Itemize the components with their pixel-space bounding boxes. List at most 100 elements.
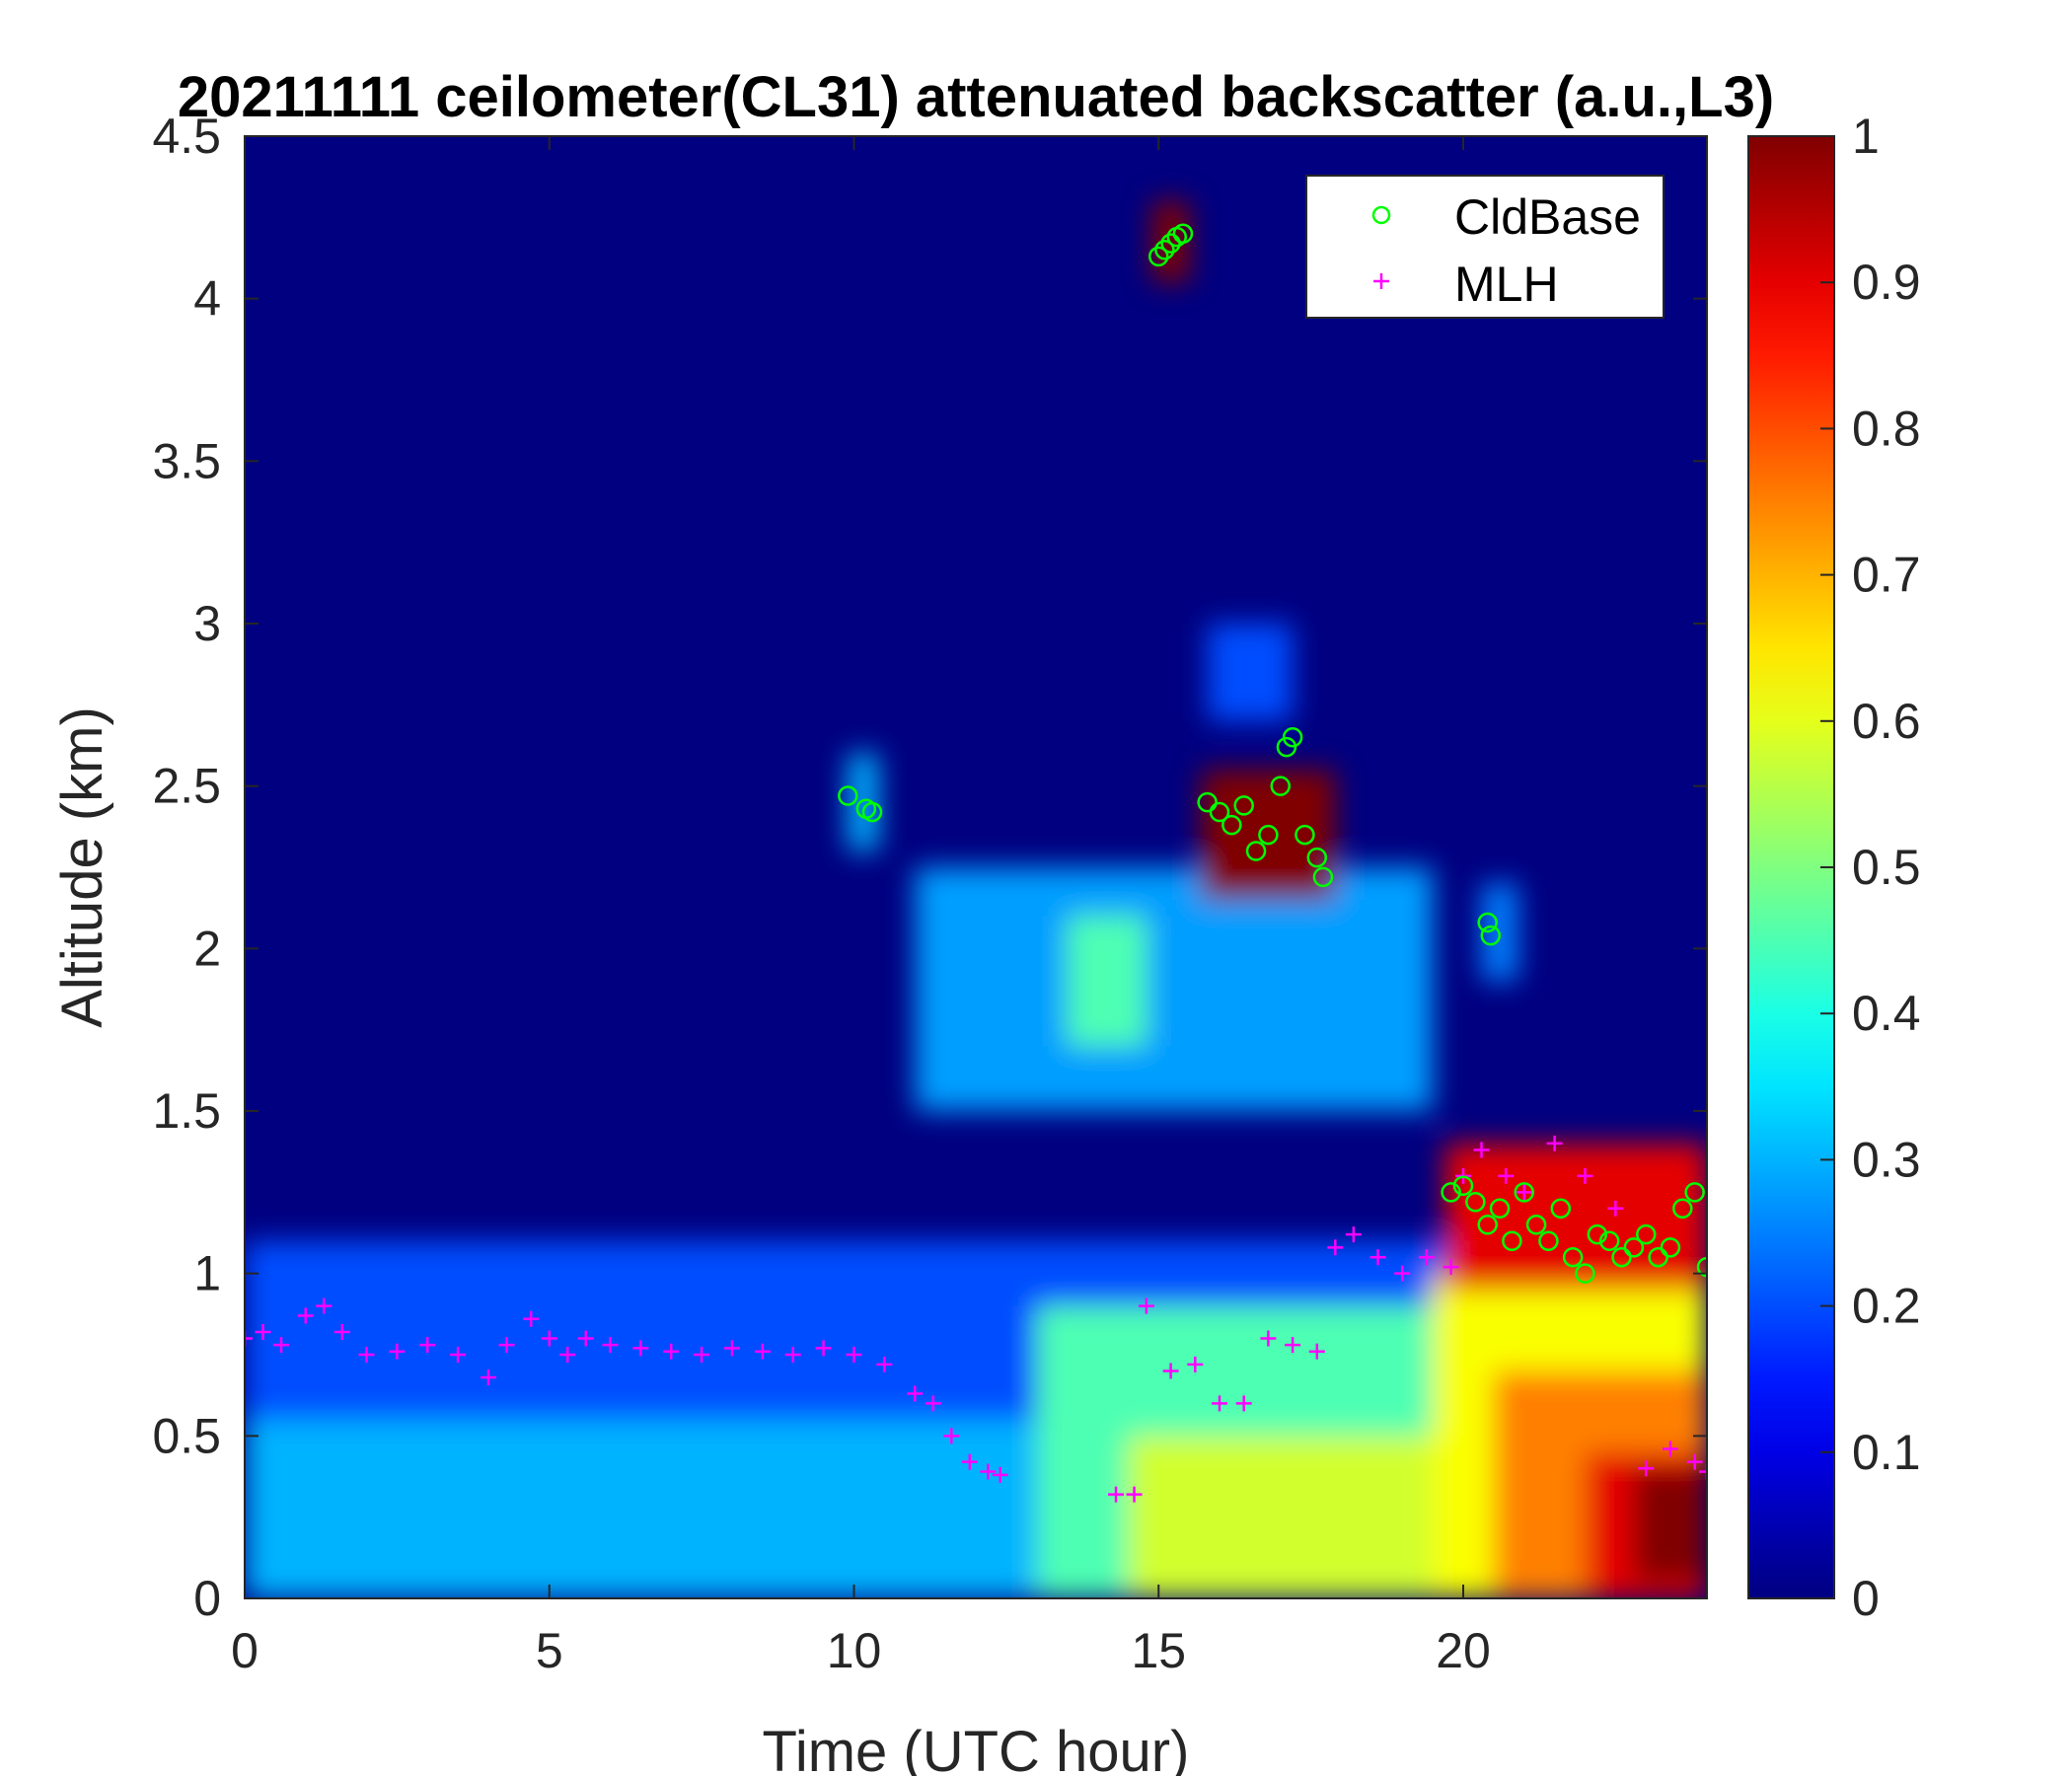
cldbase-point	[1441, 1182, 1461, 1203]
mlh-point	[273, 1337, 290, 1354]
backscatter-cell	[1207, 624, 1294, 721]
legend: CldBase MLH	[1305, 175, 1665, 319]
cldbase-point	[1623, 1237, 1645, 1258]
backscatter-cell	[1128, 1436, 1434, 1598]
colorbar-tick-label: 1	[1852, 109, 1880, 164]
plot-frame	[244, 135, 1708, 1599]
mlh-point	[481, 1369, 496, 1386]
mlh-point	[1308, 1343, 1325, 1360]
mlh-point	[1327, 1239, 1344, 1256]
mlh-point	[1260, 1330, 1277, 1347]
cldbase-point	[1550, 1198, 1572, 1220]
mlh-point	[1607, 1200, 1624, 1217]
backscatter-field	[245, 200, 1707, 1598]
mlh-point	[1138, 1297, 1154, 1314]
mlh-point	[784, 1347, 801, 1363]
mlh-point	[1369, 1249, 1386, 1266]
cldbase-point	[1270, 776, 1291, 796]
mlh-point	[602, 1337, 619, 1354]
cldbase-point	[1245, 841, 1267, 861]
cldbase-point	[1660, 1237, 1681, 1258]
colorbar-tick-label: 0.4	[1852, 986, 1921, 1041]
colorbar-tick-label: 0	[1852, 1571, 1880, 1626]
mlh-point	[333, 1323, 350, 1340]
mlh-point	[541, 1330, 557, 1347]
cldbase-point	[1306, 847, 1328, 868]
mlh-point	[358, 1347, 375, 1363]
mlh-series	[245, 1135, 1707, 1503]
chart-title: 20211111 ceilometer(CL31) attenuated bac…	[178, 65, 1774, 129]
cldbase-point	[1480, 925, 1502, 946]
cldbase-point	[1611, 1246, 1632, 1268]
mlh-point	[663, 1343, 680, 1360]
cldbase-point	[1154, 240, 1175, 260]
y-tick-label: 0	[193, 1571, 221, 1626]
cldbase-point	[1672, 1198, 1693, 1220]
mlh-point	[1686, 1453, 1703, 1470]
legend-label-cldbase: CldBase	[1454, 189, 1641, 245]
y-tick-label: 2.5	[152, 759, 221, 814]
plot-area	[244, 135, 1708, 1599]
cldbase-point	[1648, 1246, 1668, 1268]
colorbar-tick-label: 0.6	[1852, 694, 1921, 749]
cldbase-point	[1282, 727, 1303, 748]
mlh-point	[1285, 1337, 1301, 1354]
backscatter-cell	[245, 1419, 1037, 1598]
mlh-point	[255, 1323, 271, 1340]
y-tick-label: 3	[193, 596, 221, 651]
cldbase-point	[1172, 223, 1194, 245]
mlh-point	[1235, 1395, 1252, 1412]
mlh-point	[559, 1347, 576, 1363]
colorbar: 0 0.1 0.2 0.3 0.4 0.5 0.6 0.7 0.8 0.9 1	[1747, 109, 1921, 1626]
mlh-point	[1418, 1249, 1435, 1266]
mlh-point	[846, 1347, 862, 1363]
mlh-point	[498, 1337, 515, 1354]
cldbase-point	[1489, 1198, 1511, 1220]
cldbase-point	[1477, 912, 1498, 933]
mlh-point	[523, 1310, 540, 1327]
mlh-point	[907, 1385, 924, 1402]
colorbar-tick-label: 0.9	[1852, 255, 1921, 310]
backscatter-cell	[1633, 1468, 1707, 1583]
cldbase-point	[1221, 814, 1242, 836]
x-tick-label: 15	[1131, 1623, 1186, 1678]
mlh-point	[980, 1463, 997, 1480]
mlh-point	[876, 1356, 893, 1372]
cldbase-point	[1452, 1175, 1474, 1196]
cldbase-point	[1696, 1256, 1707, 1278]
cldbase-point	[1233, 795, 1254, 816]
y-tick-label: 1.5	[152, 1083, 221, 1139]
mlh-point	[754, 1343, 771, 1360]
cldbase-point	[1514, 1182, 1534, 1203]
mlh-point	[1187, 1356, 1204, 1372]
y-tick-label: 4	[193, 271, 221, 327]
cldbase-point	[1562, 1246, 1584, 1268]
mlh-point	[1443, 1259, 1459, 1276]
colorbar-ticks: 0 0.1 0.2 0.3 0.4 0.5 0.6 0.7 0.8 0.9 1	[1820, 109, 1921, 1626]
mlh-point	[815, 1340, 832, 1357]
mlh-legend-marker	[1373, 273, 1389, 289]
mlh-point	[1516, 1184, 1532, 1201]
cldbase-legend-marker	[1371, 205, 1391, 225]
cldbase-point	[1538, 1230, 1559, 1251]
colorbar-tick-label: 0.3	[1852, 1132, 1921, 1187]
mlh-point	[724, 1340, 740, 1357]
colorbar-tick-label: 0.8	[1852, 401, 1921, 456]
mlh-point	[1638, 1460, 1655, 1477]
mlh-point	[1662, 1441, 1678, 1457]
cldbase-point	[1684, 1182, 1705, 1203]
x-axis-title: Time (UTC hour)	[763, 1720, 1190, 1776]
mlh-point	[1126, 1486, 1143, 1503]
mlh-point	[1498, 1167, 1515, 1184]
mlh-point	[1699, 1463, 1707, 1480]
cldbase-point	[1209, 801, 1230, 823]
cldbase-point	[1575, 1263, 1595, 1284]
x-tick-label: 20	[1436, 1623, 1491, 1678]
mlh-point	[1345, 1226, 1362, 1243]
cldbase-point	[1587, 1223, 1608, 1245]
mlh-point	[1212, 1395, 1227, 1412]
mlh-point	[316, 1297, 333, 1314]
y-tick-label: 3.5	[152, 433, 221, 488]
colorbar-tick-label: 0.7	[1852, 548, 1921, 603]
